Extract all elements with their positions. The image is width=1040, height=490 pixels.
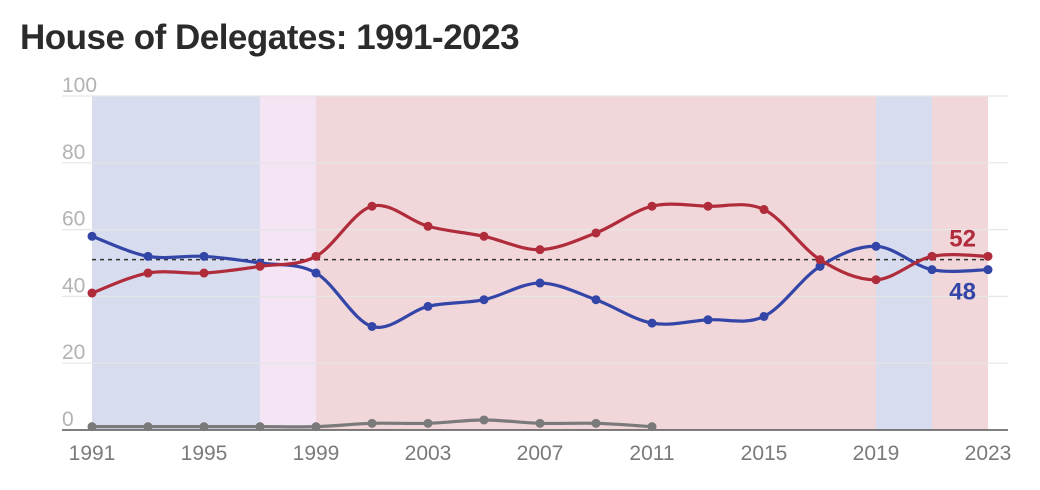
data-point-dem	[703, 315, 713, 325]
end-labels: 48 52	[949, 225, 976, 305]
data-point-dem	[87, 231, 97, 241]
y-tick-label: 20	[62, 341, 85, 364]
data-point-rep	[703, 201, 713, 211]
end-label-rep: 52	[949, 225, 976, 252]
data-point-ind	[199, 422, 209, 432]
x-tick-label: 2011	[629, 442, 674, 465]
gridlines	[62, 95, 1008, 431]
y-tick-label: 60	[62, 208, 85, 231]
data-point-dem	[591, 295, 601, 305]
data-point-ind	[647, 422, 657, 432]
data-point-ind	[367, 418, 377, 428]
data-point-rep	[143, 268, 153, 278]
data-point-rep	[815, 255, 825, 265]
y-tick-label: 0	[62, 408, 74, 431]
data-point-rep	[535, 245, 545, 255]
x-tick-label: 2023	[965, 442, 1012, 465]
data-point-dem	[143, 251, 153, 261]
y-tick-label: 100	[62, 74, 97, 97]
data-point-dem	[871, 241, 881, 251]
data-point-rep	[927, 251, 937, 261]
x-tick-label: 2019	[853, 442, 900, 465]
data-point-rep	[423, 221, 433, 231]
y-tick-label: 80	[62, 141, 85, 164]
data-point-ind	[535, 418, 545, 428]
data-point-ind	[87, 422, 97, 432]
end-label-dem: 48	[949, 279, 976, 306]
data-point-rep	[367, 201, 377, 211]
data-point-rep	[255, 261, 265, 271]
data-point-dem	[983, 265, 993, 275]
data-point-ind	[423, 418, 433, 428]
control-band-rep-2021	[932, 96, 988, 430]
data-point-dem	[647, 318, 657, 328]
data-point-ind	[143, 422, 153, 432]
tick-labels: 0 20 40 60 80 100 1991 1995 1999 2003 2007 2011 2015…	[62, 74, 1011, 465]
data-point-ind	[479, 415, 489, 425]
x-tick-label: 1999	[293, 442, 340, 465]
data-point-dem	[311, 268, 321, 278]
data-point-rep	[983, 251, 993, 261]
data-point-dem	[367, 321, 377, 331]
data-point-rep	[871, 275, 881, 285]
control-band-rep-1999	[316, 96, 876, 430]
data-point-dem	[423, 301, 433, 311]
series-group	[87, 201, 993, 432]
chart-title: House of Delegates: 1991-2023	[20, 18, 520, 57]
data-point-dem	[479, 295, 489, 305]
data-point-dem	[815, 261, 825, 271]
data-point-rep	[591, 228, 601, 238]
data-point-rep	[479, 231, 489, 241]
data-point-dem	[199, 251, 209, 261]
control-band-dem-1991	[92, 96, 260, 430]
x-tick-label: 2007	[517, 442, 564, 465]
x-tick-label: 2003	[405, 442, 452, 465]
x-tick-label: 1995	[181, 442, 228, 465]
y-tick-label: 40	[62, 274, 85, 297]
data-point-ind	[255, 422, 265, 432]
x-tick-label: 2015	[741, 442, 788, 465]
data-point-rep	[87, 288, 97, 298]
control-band-dem-2019	[876, 96, 932, 430]
data-point-dem	[927, 265, 937, 275]
data-point-rep	[311, 251, 321, 261]
data-point-ind	[591, 418, 601, 428]
data-point-rep	[199, 268, 209, 278]
data-point-ind	[311, 422, 321, 432]
control-bands	[92, 96, 988, 430]
data-point-dem	[535, 278, 545, 288]
data-point-dem	[759, 311, 769, 321]
data-point-rep	[759, 205, 769, 215]
x-tick-label: 1991	[69, 442, 116, 465]
data-point-rep	[647, 201, 657, 211]
